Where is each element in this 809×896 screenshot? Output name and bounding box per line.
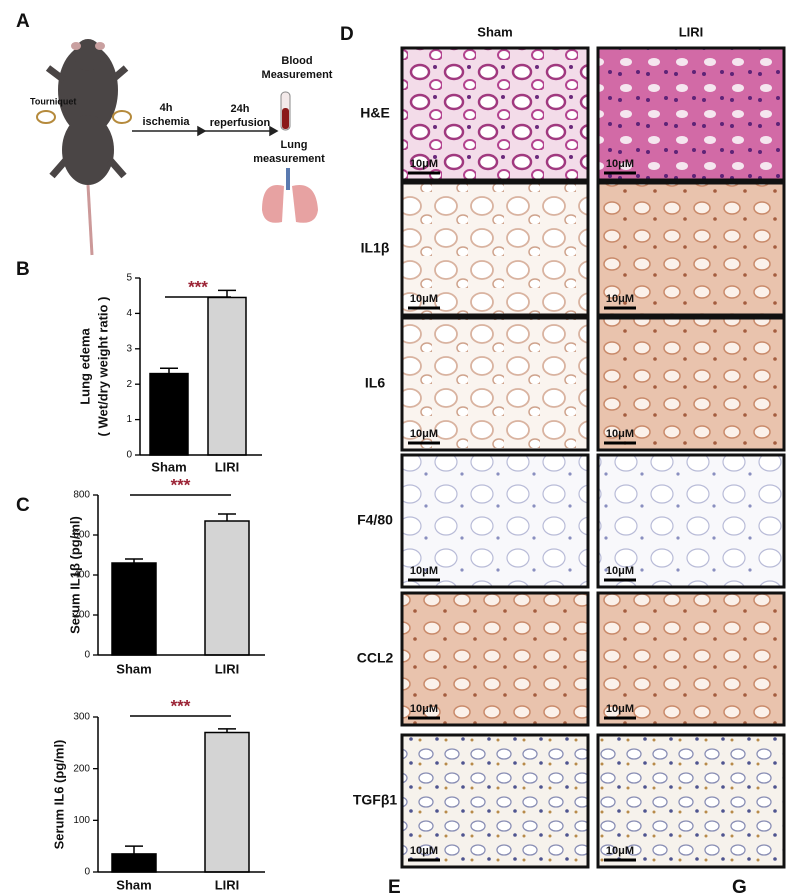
micrograph: [400, 591, 590, 727]
bar: [204, 731, 250, 873]
y-tick-label: 200: [73, 610, 90, 621]
scale-bar-label: 10μM: [410, 293, 438, 305]
scale-bar-label: 10μM: [410, 428, 438, 440]
x-tick-label: Sham: [116, 877, 151, 892]
micrograph: [596, 453, 786, 589]
y-tick-label: 400: [73, 570, 90, 581]
step-label: 4h: [160, 102, 173, 114]
row-label: TGFβ1: [353, 792, 398, 808]
y-axis-label: ( Wet/dry weight ratio ): [95, 297, 110, 437]
scale-bar-label: 10μM: [606, 565, 634, 577]
y-tick-label: 5: [126, 273, 132, 284]
scale-bar-label: 10μM: [410, 703, 438, 715]
y-tick-label: 0: [84, 650, 90, 661]
micrograph: [400, 453, 590, 589]
bar: [149, 372, 189, 456]
micrograph: [596, 316, 786, 452]
significance-label: ***: [171, 475, 191, 494]
micrograph: [400, 733, 590, 869]
scale-bar-label: 10μM: [410, 845, 438, 857]
step-label: 24h: [231, 103, 250, 115]
bar: [204, 520, 250, 656]
panel-label: G: [732, 877, 747, 896]
micrograph: [596, 591, 786, 727]
x-tick-label: Sham: [151, 459, 186, 474]
y-axis-label: Serum IL1β (pg/ml): [67, 516, 82, 634]
scale-bar-label: 10μM: [606, 158, 634, 170]
micrograph: [596, 46, 786, 182]
y-tick-label: 1: [126, 414, 132, 425]
row-label: CCL2: [357, 650, 394, 666]
row-label: F4/80: [357, 512, 393, 528]
panel-label: C: [16, 495, 30, 516]
y-tick-label: 0: [126, 450, 132, 461]
x-tick-label: LIRI: [215, 661, 240, 676]
micrograph: [596, 733, 786, 869]
arrows: [132, 125, 279, 137]
measure-label: Blood: [281, 55, 312, 67]
y-tick-label: 200: [73, 763, 90, 774]
scale-bar-label: 10μM: [606, 703, 634, 715]
measure-label: measurement: [253, 153, 325, 165]
y-tick-label: 4: [126, 308, 132, 319]
lungs-illustration: [262, 168, 318, 223]
x-tick-label: Sham: [116, 661, 151, 676]
row-label: IL1β: [361, 240, 390, 256]
panel-label: E: [388, 877, 401, 896]
y-tick-label: 100: [73, 815, 90, 826]
bar: [207, 296, 247, 456]
micrograph: [400, 46, 590, 182]
significance-label: ***: [188, 277, 208, 296]
row-label: H&E: [360, 105, 390, 121]
measure-label: Lung: [281, 139, 308, 151]
tourniquet-label: Tourniquet: [30, 96, 76, 106]
step-label: reperfusion: [210, 117, 271, 129]
scale-bar-label: 10μM: [606, 845, 634, 857]
micrograph: [400, 181, 590, 317]
mouse-illustration: [36, 39, 132, 256]
panel-label: B: [16, 259, 30, 280]
micrograph: [596, 181, 786, 317]
scale-bar-label: 10μM: [410, 565, 438, 577]
panel-label: D: [340, 24, 354, 45]
bar: [111, 853, 157, 873]
y-tick-label: 2: [126, 379, 132, 390]
scale-bar-label: 10μM: [606, 293, 634, 305]
step-label: ischemia: [142, 116, 190, 128]
scale-bar-label: 10μM: [606, 428, 634, 440]
column-header: Sham: [477, 24, 512, 39]
scale-bar-label: 10μM: [410, 158, 438, 170]
y-tick-label: 3: [126, 343, 132, 354]
significance-label: ***: [171, 696, 191, 715]
y-tick-label: 800: [73, 490, 90, 501]
y-tick-label: 600: [73, 530, 90, 541]
y-axis-label: Serum IL6 (pg/ml): [51, 740, 66, 850]
bar: [111, 562, 157, 656]
blood-tube: [280, 91, 291, 131]
y-tick-label: 300: [73, 712, 90, 723]
measure-label: Measurement: [262, 69, 333, 81]
x-tick-label: LIRI: [215, 877, 240, 892]
y-axis-label: Lung edema: [77, 327, 92, 404]
column-header: LIRI: [679, 24, 704, 39]
y-tick-label: 0: [84, 867, 90, 878]
x-tick-label: LIRI: [215, 459, 240, 474]
panel-label: A: [16, 11, 30, 32]
micrograph: [400, 316, 590, 452]
row-label: IL6: [365, 375, 385, 391]
